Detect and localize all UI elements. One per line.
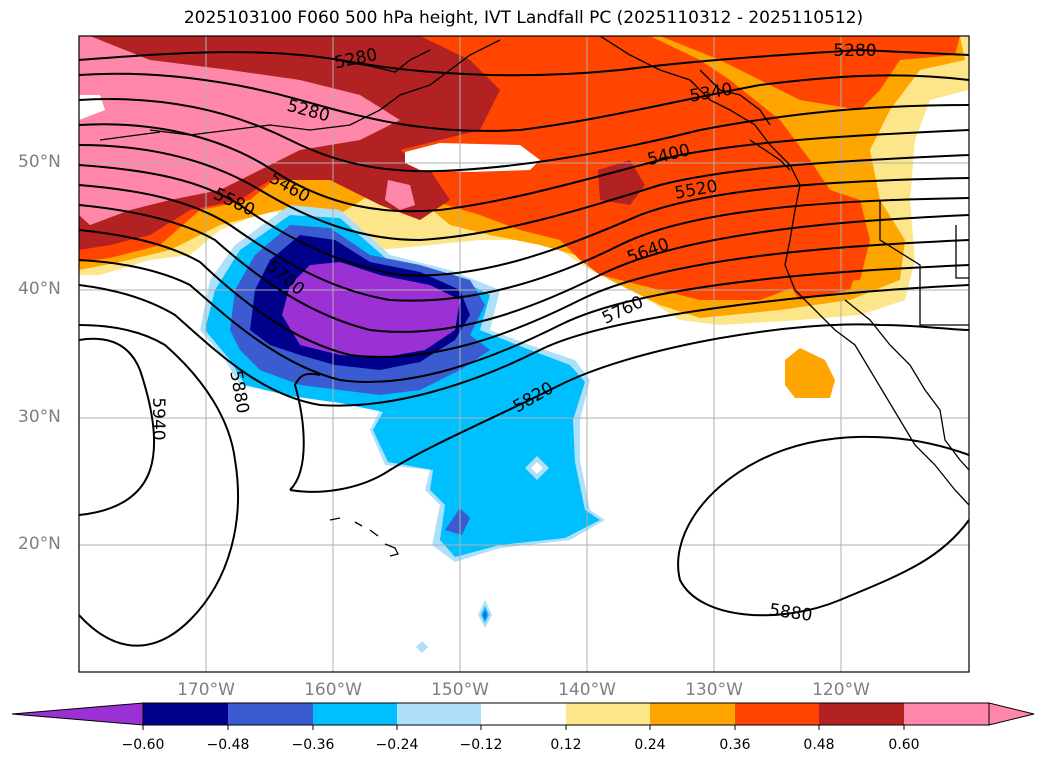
colorbar-label: 0.36 [719, 737, 751, 753]
negative-ivt-shading [200, 205, 605, 653]
colorbar-label: 0.48 [803, 737, 835, 753]
colorbar-swatch [566, 703, 650, 725]
colorbar-label: −0.12 [459, 737, 503, 753]
lat-label: 50°N [18, 152, 61, 172]
colorbar-label: −0.36 [291, 737, 335, 753]
lat-label: 30°N [18, 407, 61, 427]
lon-label: 120°W [812, 680, 870, 700]
lat-label: 40°N [18, 279, 61, 299]
height-contours [79, 48, 969, 647]
colorbar-swatch [313, 703, 397, 725]
lon-label: 130°W [685, 680, 743, 700]
colorbar-label: 0.60 [888, 737, 920, 753]
colorbar-swatch [481, 703, 566, 725]
lon-label: 140°W [558, 680, 616, 700]
contour-label: 5940 [148, 397, 168, 440]
colorbar-label: −0.24 [375, 737, 419, 753]
map-title: 2025103100 F060 500 hPa height, IVT Land… [183, 8, 864, 28]
colorbar-swatch [650, 703, 735, 725]
colorbar [11, 702, 1035, 730]
colorbar-swatch [819, 703, 904, 725]
colorbar-swatch [397, 703, 481, 725]
lon-label: 170°W [177, 680, 235, 700]
colorbar-label: −0.48 [206, 737, 250, 753]
colorbar-label: −0.60 [121, 737, 165, 753]
map-frame [78, 35, 970, 673]
colorbar-label: 0.24 [634, 737, 666, 753]
contour-label: 5280 [833, 41, 876, 61]
lon-label: 150°W [431, 680, 489, 700]
lon-label: 160°W [304, 680, 362, 700]
colorbar-swatch [735, 703, 819, 725]
colorbar-swatch [228, 703, 313, 725]
lat-label: 20°N [18, 534, 61, 554]
colorbar-swatch [143, 703, 228, 725]
colorbar-label: 0.12 [550, 737, 582, 753]
colorbar-swatch [904, 703, 989, 725]
